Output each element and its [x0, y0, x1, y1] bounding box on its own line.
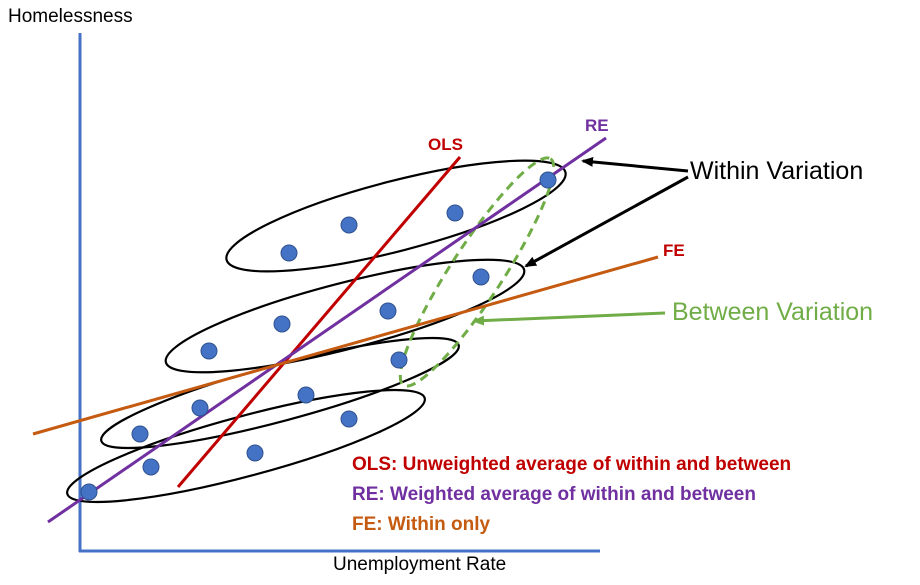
data-point	[142, 458, 160, 476]
x-axis-title: Unemployment Rate	[333, 554, 507, 575]
legend-fe: FE: Within only	[352, 514, 491, 535]
group-ellipse-1	[225, 159, 567, 273]
data-point	[246, 444, 264, 462]
legend-ols: OLS: Unweighted average of within and be…	[352, 454, 792, 475]
data-point	[200, 342, 218, 360]
within-arrow-lower	[524, 175, 689, 268]
data-points	[80, 171, 557, 501]
between-variation-label: Between Variation	[672, 298, 874, 326]
fe-line-label: FE	[663, 241, 685, 260]
within-arrow-upper	[581, 156, 689, 173]
between-arrow	[472, 311, 666, 326]
data-point	[340, 410, 358, 428]
data-point	[297, 386, 315, 404]
within-variation-label: Within Variation	[690, 157, 864, 185]
data-point	[539, 171, 557, 189]
legend-re: RE: Weighted average of within and betwe…	[352, 484, 756, 505]
y-axis-title: Homelessness	[8, 6, 133, 27]
data-point	[446, 204, 464, 222]
data-point	[273, 315, 291, 333]
data-point	[390, 351, 408, 369]
data-point	[131, 425, 149, 443]
data-point	[472, 268, 490, 286]
data-point	[280, 244, 298, 262]
re-line	[47, 136, 607, 524]
fe-line	[32, 255, 659, 436]
data-point	[80, 483, 98, 501]
ols-line	[176, 156, 462, 488]
data-point	[379, 302, 397, 320]
re-line-label: RE	[585, 116, 609, 135]
data-point	[191, 399, 209, 417]
data-point	[340, 216, 358, 234]
ols-line-label: OLS	[428, 135, 463, 154]
